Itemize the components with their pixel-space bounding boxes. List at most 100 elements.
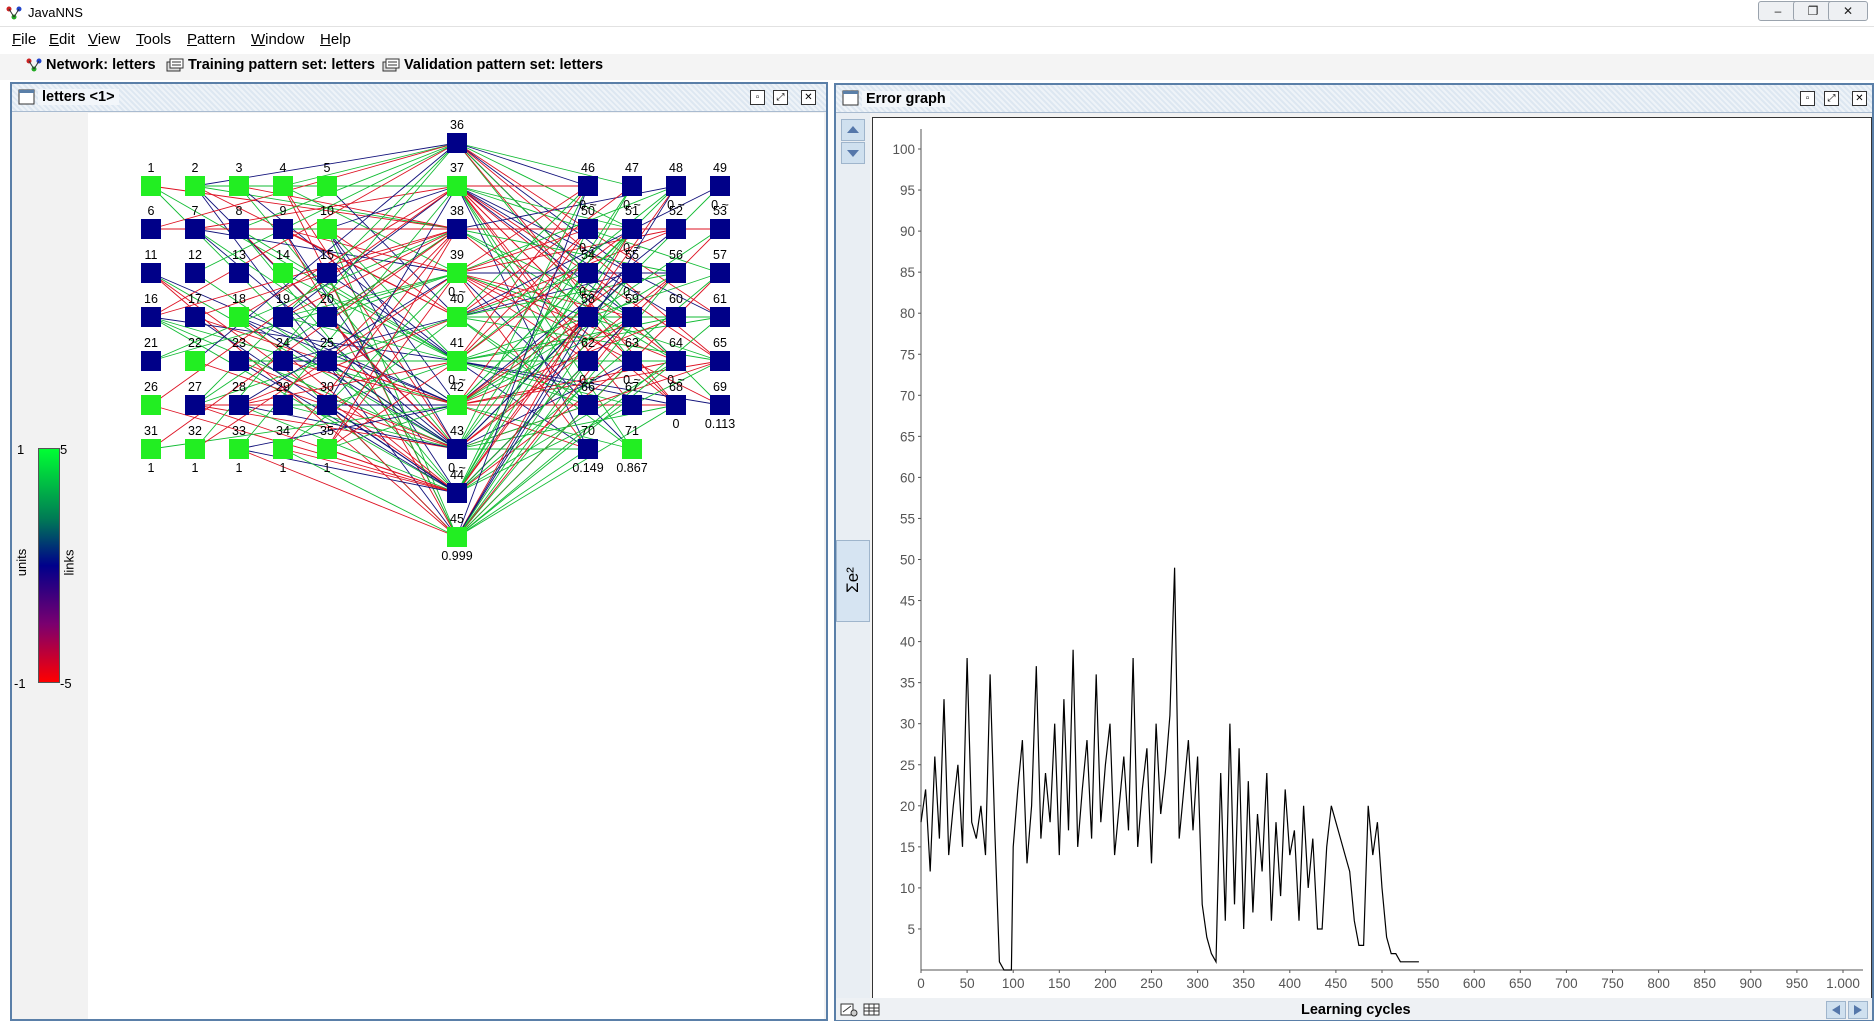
unit-13[interactable] <box>229 263 249 283</box>
menu-window[interactable]: Window <box>251 31 305 48</box>
scroll-right-icon[interactable] <box>1848 1001 1868 1019</box>
unit-42[interactable] <box>447 395 467 415</box>
unit-22[interactable] <box>185 351 205 371</box>
validation-pattern-button[interactable]: Validation pattern set: letters <box>382 57 603 73</box>
unit-48[interactable] <box>666 176 686 196</box>
network-button[interactable]: Network: letters <box>26 57 156 73</box>
unit-60[interactable] <box>666 307 686 327</box>
unit-14[interactable] <box>273 263 293 283</box>
unit-66[interactable] <box>578 395 598 415</box>
plot-area[interactable]: 5 10 15 20 25 30 35 40 45 50 55 60 65 70 75 80 85 90 95 100… <box>872 117 1872 999</box>
unit-27[interactable] <box>185 395 205 415</box>
close-window-button[interactable]: ✕ <box>1828 1 1868 21</box>
close-icon[interactable]: ✕ <box>1852 91 1867 106</box>
unit-53[interactable] <box>710 219 730 239</box>
unit-34[interactable] <box>273 439 293 459</box>
unit-44[interactable] <box>447 483 467 503</box>
unit-46[interactable] <box>578 176 598 196</box>
restore-button[interactable]: ❐ <box>1793 1 1833 21</box>
minimize-button[interactable]: – <box>1758 1 1798 21</box>
unit-20[interactable] <box>317 307 337 327</box>
unit-54[interactable] <box>578 263 598 283</box>
network-window-titlebar[interactable] <box>12 84 826 112</box>
iconify-icon[interactable]: ▫ <box>1800 91 1815 106</box>
unit-35[interactable] <box>317 439 337 459</box>
maximize-icon[interactable]: ⤢ <box>1824 91 1839 106</box>
unit-61[interactable] <box>710 307 730 327</box>
scroll-up-icon[interactable] <box>841 119 865 141</box>
unit-36[interactable] <box>447 133 467 153</box>
error-graph-titlebar[interactable] <box>836 85 1872 113</box>
scroll-left-icon[interactable] <box>1826 1001 1846 1019</box>
menu-file[interactable]: File <box>12 31 37 48</box>
unit-28[interactable] <box>229 395 249 415</box>
unit-5[interactable] <box>317 176 337 196</box>
unit-1[interactable] <box>141 176 161 196</box>
network-canvas[interactable]: 1 2 3 4 5 6 7 8 9 10 11 12 13 14 15 16 17 18 19 20 21 22 23 24 2… <box>88 113 824 1019</box>
unit-31[interactable] <box>141 439 161 459</box>
unit-50[interactable] <box>578 219 598 239</box>
unit-47[interactable] <box>622 176 642 196</box>
unit-17[interactable] <box>185 307 205 327</box>
unit-39[interactable] <box>447 263 467 283</box>
unit-37[interactable] <box>447 176 467 196</box>
unit-15[interactable] <box>317 263 337 283</box>
unit-67[interactable] <box>622 395 642 415</box>
maximize-icon[interactable]: ⤢ <box>773 90 788 105</box>
graph-grid-icon[interactable] <box>863 1002 881 1017</box>
unit-65[interactable] <box>710 351 730 371</box>
unit-68[interactable] <box>666 395 686 415</box>
unit-10[interactable] <box>317 219 337 239</box>
unit-56[interactable] <box>666 263 686 283</box>
menu-pattern[interactable]: Pattern <box>187 31 236 48</box>
unit-11[interactable] <box>141 263 161 283</box>
unit-70[interactable] <box>578 439 598 459</box>
menu-tools[interactable]: Tools <box>136 31 172 48</box>
unit-18[interactable] <box>229 307 249 327</box>
unit-7[interactable] <box>185 219 205 239</box>
unit-45[interactable] <box>447 527 467 547</box>
close-icon[interactable]: ✕ <box>801 90 816 105</box>
unit-2[interactable] <box>185 176 205 196</box>
unit-25[interactable] <box>317 351 337 371</box>
graph-settings-icon[interactable] <box>840 1002 858 1017</box>
unit-52[interactable] <box>666 219 686 239</box>
unit-55[interactable] <box>622 263 642 283</box>
unit-26[interactable] <box>141 395 161 415</box>
unit-57[interactable] <box>710 263 730 283</box>
unit-9[interactable] <box>273 219 293 239</box>
unit-58[interactable] <box>578 307 598 327</box>
unit-21[interactable] <box>141 351 161 371</box>
unit-62[interactable] <box>578 351 598 371</box>
iconify-icon[interactable]: ▫ <box>750 90 765 105</box>
unit-8[interactable] <box>229 219 249 239</box>
unit-59[interactable] <box>622 307 642 327</box>
unit-51[interactable] <box>622 219 642 239</box>
unit-4[interactable] <box>273 176 293 196</box>
menu-help[interactable]: Help <box>320 31 351 48</box>
unit-12[interactable] <box>185 263 205 283</box>
unit-43[interactable] <box>447 439 467 459</box>
unit-6[interactable] <box>141 219 161 239</box>
unit-19[interactable] <box>273 307 293 327</box>
unit-38[interactable] <box>447 219 467 239</box>
unit-16[interactable] <box>141 307 161 327</box>
unit-3[interactable] <box>229 176 249 196</box>
unit-32[interactable] <box>185 439 205 459</box>
unit-33[interactable] <box>229 439 249 459</box>
training-pattern-button[interactable]: Training pattern set: letters <box>166 57 375 73</box>
unit-41[interactable] <box>447 351 467 371</box>
unit-23[interactable] <box>229 351 249 371</box>
unit-64[interactable] <box>666 351 686 371</box>
unit-29[interactable] <box>273 395 293 415</box>
scroll-down-icon[interactable] <box>841 142 865 164</box>
unit-40[interactable] <box>447 307 467 327</box>
unit-49[interactable] <box>710 176 730 196</box>
unit-71[interactable] <box>622 439 642 459</box>
unit-24[interactable] <box>273 351 293 371</box>
unit-63[interactable] <box>622 351 642 371</box>
y-axis-selector[interactable] <box>836 540 870 622</box>
unit-30[interactable] <box>317 395 337 415</box>
menu-edit[interactable]: Edit <box>49 31 75 48</box>
unit-69[interactable] <box>710 395 730 415</box>
